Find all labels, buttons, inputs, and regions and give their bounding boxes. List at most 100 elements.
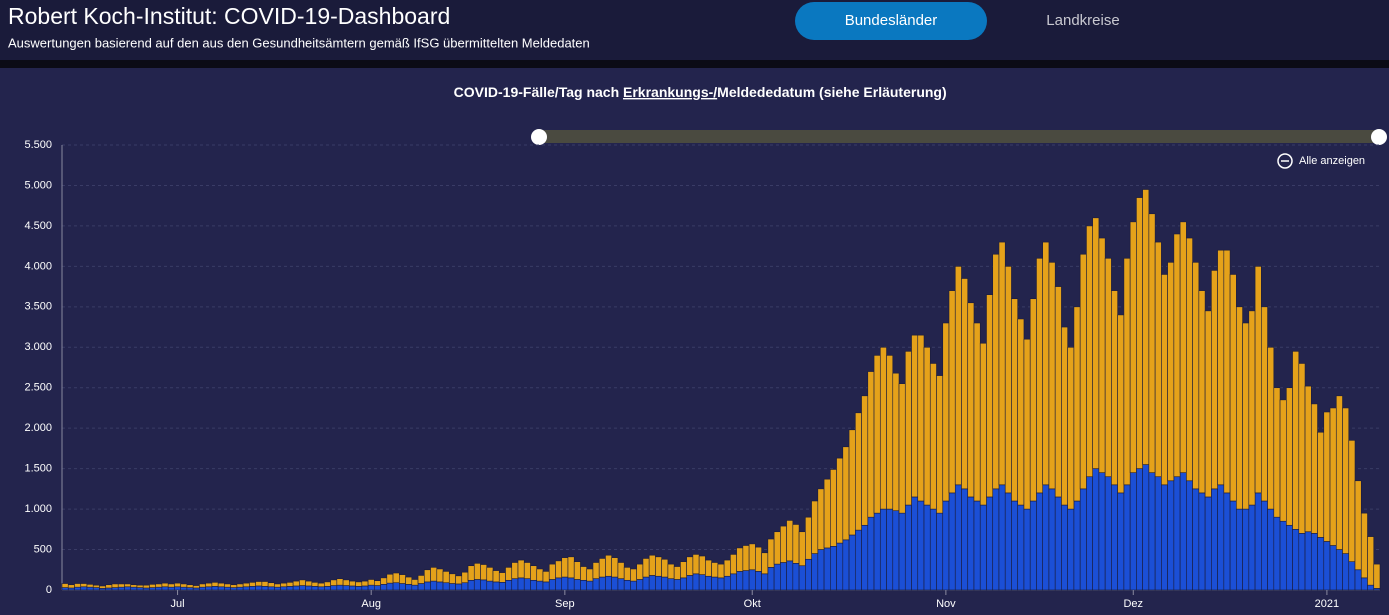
bar bbox=[92, 587, 100, 591]
tab-label[interactable]: Bundesländer bbox=[845, 12, 938, 29]
zoom-reset[interactable]: Alle anzeigen bbox=[1299, 155, 1365, 167]
bar bbox=[486, 567, 494, 582]
bar bbox=[1236, 508, 1243, 591]
bar bbox=[530, 579, 538, 591]
bar bbox=[879, 346, 887, 510]
bar bbox=[798, 565, 806, 591]
y-tick-label: 500 bbox=[34, 543, 52, 555]
bar bbox=[1123, 257, 1131, 486]
bar bbox=[374, 585, 381, 591]
bar bbox=[286, 586, 294, 591]
bar bbox=[1310, 533, 1318, 591]
bar bbox=[1267, 346, 1275, 510]
bar bbox=[592, 562, 600, 579]
bar bbox=[1254, 266, 1262, 494]
zoom-icon[interactable] bbox=[1277, 153, 1293, 169]
bar bbox=[942, 322, 950, 502]
app-title: Robert Koch-Institut: COVID-19-Dashboard bbox=[8, 3, 450, 29]
bar bbox=[317, 582, 325, 588]
bar bbox=[1017, 318, 1025, 506]
bar bbox=[1298, 533, 1306, 591]
bar bbox=[780, 525, 787, 563]
bar bbox=[305, 580, 313, 587]
bar bbox=[954, 484, 962, 591]
bar bbox=[1254, 492, 1262, 591]
bar bbox=[1104, 257, 1112, 478]
bar bbox=[736, 547, 744, 572]
bar bbox=[405, 576, 413, 585]
header-divider bbox=[0, 60, 1389, 68]
bar bbox=[773, 531, 781, 565]
bar bbox=[1211, 270, 1218, 490]
bar bbox=[430, 567, 438, 582]
bar bbox=[1248, 310, 1256, 506]
bar bbox=[805, 516, 812, 560]
bar bbox=[1286, 524, 1293, 591]
bar bbox=[1154, 241, 1162, 478]
bar bbox=[180, 583, 188, 588]
bar bbox=[1261, 306, 1268, 502]
bar bbox=[1223, 492, 1231, 591]
bar bbox=[442, 582, 450, 591]
x-tick-label: Aug bbox=[361, 598, 381, 610]
bar bbox=[67, 584, 75, 589]
bar bbox=[736, 571, 744, 591]
bar bbox=[917, 500, 925, 591]
bar bbox=[374, 580, 381, 586]
bar bbox=[1011, 298, 1019, 502]
title-link[interactable]: Erkrankungs-/ bbox=[623, 84, 717, 100]
bar bbox=[711, 562, 719, 578]
bar bbox=[480, 564, 488, 581]
bar bbox=[1229, 274, 1237, 502]
bar bbox=[411, 579, 419, 586]
bar bbox=[1086, 225, 1093, 478]
bar bbox=[1023, 338, 1031, 510]
bar bbox=[1111, 484, 1118, 591]
bar bbox=[686, 556, 694, 576]
tab-active[interactable] bbox=[795, 2, 987, 40]
bar bbox=[1179, 221, 1187, 473]
bar bbox=[623, 567, 631, 581]
y-tick-label: 1.500 bbox=[24, 463, 52, 475]
bar bbox=[1086, 476, 1093, 591]
bar bbox=[423, 569, 431, 583]
bar bbox=[1335, 395, 1343, 550]
scrollbar-track[interactable] bbox=[538, 130, 1380, 143]
bar bbox=[511, 578, 519, 591]
bar bbox=[242, 586, 250, 591]
bar bbox=[448, 573, 456, 584]
bar bbox=[311, 586, 319, 591]
bar bbox=[1211, 488, 1218, 591]
bar bbox=[761, 573, 769, 591]
bar bbox=[867, 516, 875, 591]
bar bbox=[1029, 500, 1037, 591]
bar bbox=[954, 266, 962, 486]
bar bbox=[498, 582, 506, 591]
bar bbox=[517, 577, 525, 591]
bar bbox=[1136, 197, 1143, 469]
bar bbox=[548, 579, 556, 591]
bar bbox=[461, 582, 469, 591]
bar bbox=[367, 584, 375, 591]
bar bbox=[523, 562, 531, 579]
scrollbar-handle[interactable] bbox=[1371, 129, 1387, 145]
bar bbox=[680, 577, 687, 591]
bar bbox=[623, 579, 631, 591]
bar bbox=[1104, 476, 1112, 591]
bar bbox=[467, 565, 475, 581]
bar bbox=[686, 575, 694, 591]
bar bbox=[692, 554, 700, 575]
title-part: COVID-19-Fälle/Tag nach bbox=[454, 84, 623, 100]
tab-label[interactable]: Landkreise bbox=[1046, 12, 1119, 29]
x-tick-label: Nov bbox=[936, 598, 956, 610]
bar bbox=[161, 586, 169, 591]
bar bbox=[748, 543, 756, 571]
bar bbox=[1079, 253, 1087, 490]
bar bbox=[792, 524, 800, 564]
bar bbox=[817, 549, 825, 591]
bar bbox=[317, 586, 325, 591]
bar bbox=[1073, 500, 1081, 591]
bar bbox=[399, 583, 406, 591]
scrollbar-handle[interactable] bbox=[531, 129, 547, 145]
bar bbox=[1004, 492, 1012, 591]
